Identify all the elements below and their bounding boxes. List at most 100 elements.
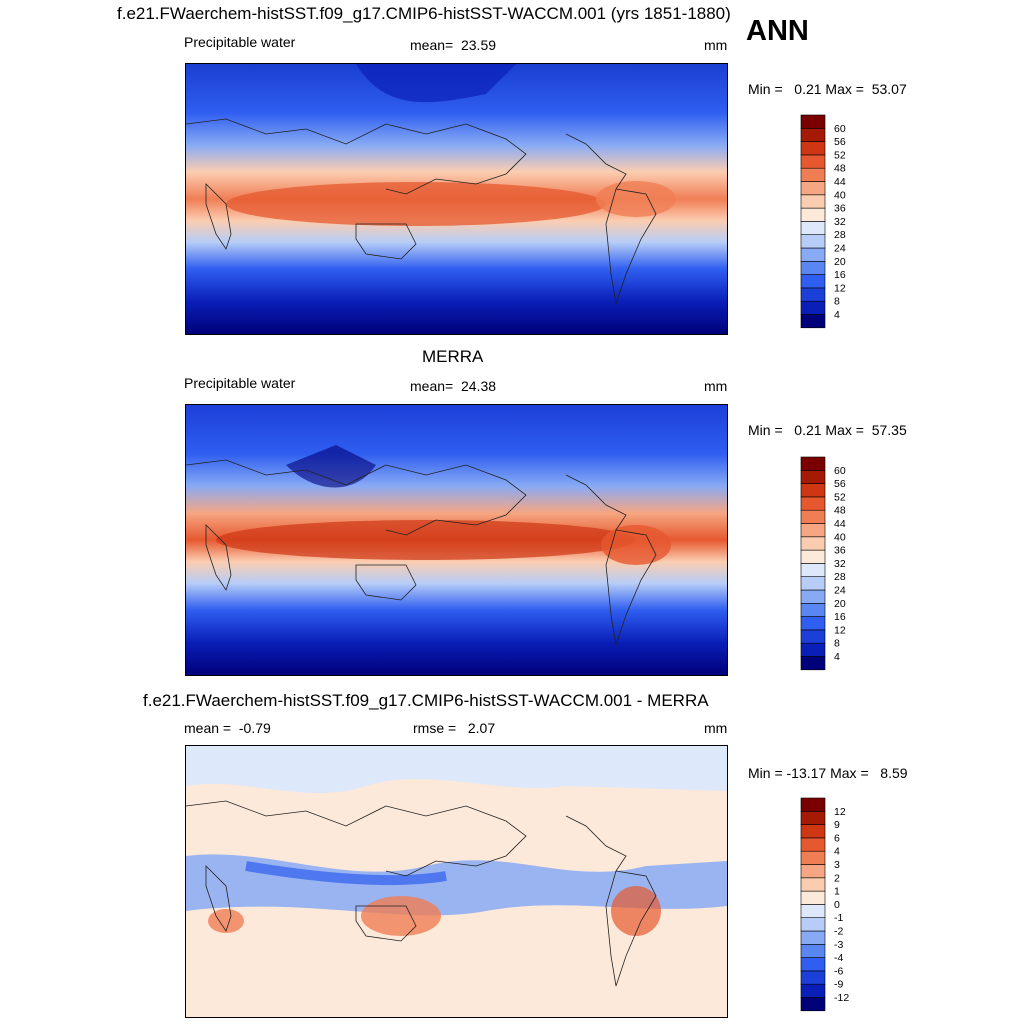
colorbar-tick-label: 20 — [834, 256, 846, 268]
colorbar-box — [800, 167, 826, 182]
colorbar-tick-label: 1 — [834, 886, 840, 898]
panel2-units: mm — [704, 378, 728, 394]
colorbar-box — [800, 128, 826, 142]
colorbar-box — [800, 850, 826, 865]
colorbar-box — [800, 970, 826, 985]
panel3-rmse-label: rmse = — [413, 720, 457, 736]
colorbar-box — [800, 997, 826, 1012]
panel3-rmse: rmse = 2.07 — [413, 720, 495, 736]
colorbar-tick-label: 56 — [834, 478, 846, 490]
colorbar-box — [800, 274, 826, 289]
colorbar-tick-label: 4 — [834, 651, 840, 663]
panel3-stats: Min = -13.17 Max = 8.59 — [748, 765, 908, 781]
panel2-mean: mean= 24.38 — [410, 378, 496, 394]
panel3-mean-value: -0.79 — [238, 720, 271, 736]
colorbar-tick-label: 12 — [834, 624, 846, 636]
colorbar-box — [800, 983, 826, 998]
colorbar-box — [800, 944, 826, 958]
panel1-variable: Precipitable water — [184, 34, 296, 50]
colorbar-box — [800, 523, 826, 538]
colorbar-box — [800, 877, 826, 892]
colorbar-box — [800, 549, 826, 564]
colorbar-box — [800, 576, 826, 591]
panel1-units: mm — [704, 37, 728, 53]
colorbar-tick-label: -4 — [834, 952, 843, 964]
colorbar-tick-label: 4 — [834, 309, 840, 321]
colorbar-box — [800, 589, 826, 604]
colorbar-tick-label: 0 — [834, 899, 840, 911]
panel3-units: mm — [704, 720, 728, 736]
colorbar-tick-label: 48 — [834, 505, 846, 517]
colorbar-box — [800, 483, 826, 498]
colorbar-tick-label: 36 — [834, 203, 846, 215]
colorbar-tick-label: 36 — [834, 545, 846, 557]
colorbar-box — [800, 930, 826, 945]
panel3-title: f.e21.FWaerchem-histSST.f09_g17.CMIP6-hi… — [143, 691, 709, 710]
colorbar-tick-label: 32 — [834, 558, 846, 570]
panel2-mean-value: 24.38 — [460, 378, 497, 394]
colorbar-tick-label: 8 — [834, 296, 840, 308]
colorbar-box — [800, 509, 826, 524]
colorbar-box — [800, 837, 826, 852]
panel1-mean-label: mean= — [410, 37, 454, 53]
colorbar-box — [800, 957, 826, 972]
colorbar-tick-label: 9 — [834, 819, 840, 831]
colorbar-tick-label: 32 — [834, 216, 846, 228]
season-label: ANN — [746, 15, 809, 47]
colorbar-tick-label: 16 — [834, 611, 846, 623]
colorbar-tick-label: -2 — [834, 926, 843, 938]
colorbar-tick-label: 40 — [834, 531, 846, 543]
panel2-map-field — [186, 405, 727, 675]
panel1-coastlines — [186, 118, 657, 305]
colorbar-tick-label: 60 — [834, 123, 846, 135]
colorbar-box — [800, 917, 826, 932]
panel2-stats: Min = 0.21 Max = 57.35 — [748, 422, 907, 438]
panel1-map-field — [186, 64, 727, 334]
colorbar-box — [800, 811, 826, 825]
colorbar-box — [800, 904, 826, 919]
colorbar-box — [800, 824, 826, 839]
colorbar-tick-label: 52 — [834, 491, 846, 503]
colorbar-box — [800, 314, 826, 329]
panel1-mean-value: 23.59 — [460, 37, 497, 53]
colorbar-tick-label: 24 — [834, 243, 846, 255]
colorbar-tick-label: -6 — [834, 965, 843, 977]
colorbar-box — [800, 261, 826, 275]
panel1-stats: Min = 0.21 Max = 53.07 — [748, 81, 907, 97]
colorbar-box — [800, 563, 826, 578]
colorbar-tick-label: 60 — [834, 465, 846, 477]
colorbar-box — [800, 141, 826, 156]
colorbar-box — [800, 536, 826, 551]
colorbar-tick-label: 6 — [834, 832, 840, 844]
colorbar-box — [800, 154, 826, 169]
colorbar-box — [800, 616, 826, 631]
colorbar-tick-label: 28 — [834, 571, 846, 583]
colorbar-box — [800, 890, 826, 905]
panel2-variable: Precipitable water — [184, 375, 296, 391]
panel2-mean-label: mean= — [410, 378, 454, 394]
colorbar-box — [800, 864, 826, 879]
colorbar-box — [800, 287, 826, 302]
colorbar-box — [800, 797, 826, 812]
colorbar-box — [800, 470, 826, 484]
colorbar-tick-label: 2 — [834, 872, 840, 884]
panel3-map — [185, 745, 728, 1018]
colorbar-tick-label: 16 — [834, 269, 846, 281]
colorbar-box — [800, 656, 826, 671]
panel3-map-field — [186, 746, 727, 1017]
panel2-map — [185, 404, 728, 676]
colorbar-box — [800, 194, 826, 209]
colorbar-box — [800, 247, 826, 262]
colorbar-tick-label: -1 — [834, 912, 843, 924]
colorbar-tick-label: 40 — [834, 189, 846, 201]
colorbar-box — [800, 300, 826, 315]
colorbar-tick-label: 44 — [834, 176, 846, 188]
colorbar-tick-label: 52 — [834, 149, 846, 161]
panel1-map — [185, 63, 728, 335]
colorbar-box — [800, 221, 826, 236]
colorbar-box — [800, 629, 826, 644]
colorbar-tick-label: 12 — [834, 806, 846, 818]
colorbar-box — [800, 234, 826, 249]
